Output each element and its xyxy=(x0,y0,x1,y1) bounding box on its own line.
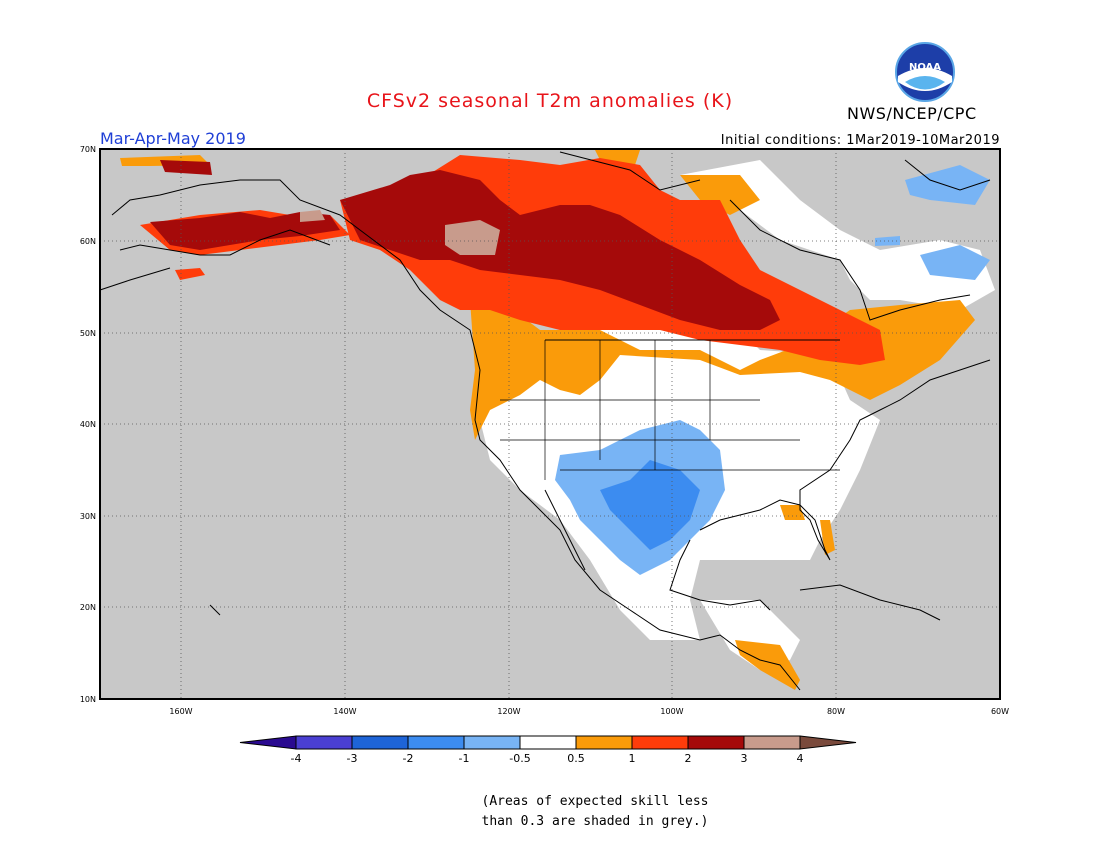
lon-label-140w: 140W xyxy=(333,707,356,716)
lat-label-20n: 20N xyxy=(80,603,96,612)
colorbar-segment xyxy=(575,735,633,750)
colorbar-segment xyxy=(631,735,689,750)
lon-label-60w: 60W xyxy=(991,707,1009,716)
lat-label-60n: 60N xyxy=(80,237,96,246)
lat-label-70n: 70N xyxy=(80,145,96,154)
lat-label-10n: 10N xyxy=(80,695,96,704)
colorbar-label: 0.5 xyxy=(567,752,585,765)
agency-label: NWS/NCEP/CPC xyxy=(847,104,977,123)
colorbar-segment xyxy=(295,735,353,750)
coastlines xyxy=(99,151,991,691)
lat-label-30n: 30N xyxy=(80,512,96,521)
colorbar-arrow-low xyxy=(239,735,297,750)
lon-label-100w: 100W xyxy=(660,707,683,716)
colorbar-label: -3 xyxy=(347,752,358,765)
lon-label-120w: 120W xyxy=(497,707,520,716)
cool-anomaly-1-2 xyxy=(600,460,700,550)
colorbar-label: -1 xyxy=(459,752,470,765)
colorbar-label: -2 xyxy=(403,752,414,765)
colorbar-arrow-high xyxy=(799,735,857,750)
colorbar-segment xyxy=(407,735,465,750)
colorbar-segment xyxy=(351,735,409,750)
chart-title: CFSv2 seasonal T2m anomalies (K) xyxy=(366,90,734,112)
anomaly-map: 70N 60N 50N 40N 30N 20N 10N 160W 140W 12… xyxy=(80,145,1009,765)
noaa-logo: NOAA xyxy=(895,42,955,102)
map-frame xyxy=(99,148,1001,700)
skill-footnote: (Areas of expected skill less than 0.3 a… xyxy=(0,792,1100,832)
lat-label-40n: 40N xyxy=(80,420,96,429)
lat-label-50n: 50N xyxy=(80,329,96,338)
colorbar-segment xyxy=(519,735,577,750)
lon-label-80w: 80W xyxy=(827,707,845,716)
footnote-line-1: (Areas of expected skill less xyxy=(481,794,709,809)
initial-conditions: Initial conditions: 1Mar2019-10Mar2019 xyxy=(720,133,1000,148)
colorbar-segment xyxy=(687,735,745,750)
warm-anomaly-2-3 xyxy=(150,160,780,330)
colorbar-segment xyxy=(463,735,521,750)
footnote-line-2: than 0.3 are shaded in grey.) xyxy=(481,814,709,829)
colorbar xyxy=(239,735,857,750)
lon-label-160w: 160W xyxy=(169,707,192,716)
colorbar-segment xyxy=(743,735,801,750)
colorbar-labels: -4 -3 -2 -1 -0.5 0.5 1 2 3 4 xyxy=(291,752,804,765)
colorbar-label: -4 xyxy=(291,752,302,765)
colorbar-label: 3 xyxy=(741,752,748,765)
colorbar-label: 2 xyxy=(685,752,692,765)
forecast-period: Mar-Apr-May 2019 xyxy=(100,129,246,148)
warm-anomaly-3-4 xyxy=(300,210,500,255)
logo-text: NOAA xyxy=(909,62,941,73)
state-borders xyxy=(500,340,840,480)
colorbar-label: 4 xyxy=(797,752,804,765)
colorbar-label: -0.5 xyxy=(509,752,530,765)
colorbar-label: 1 xyxy=(629,752,636,765)
